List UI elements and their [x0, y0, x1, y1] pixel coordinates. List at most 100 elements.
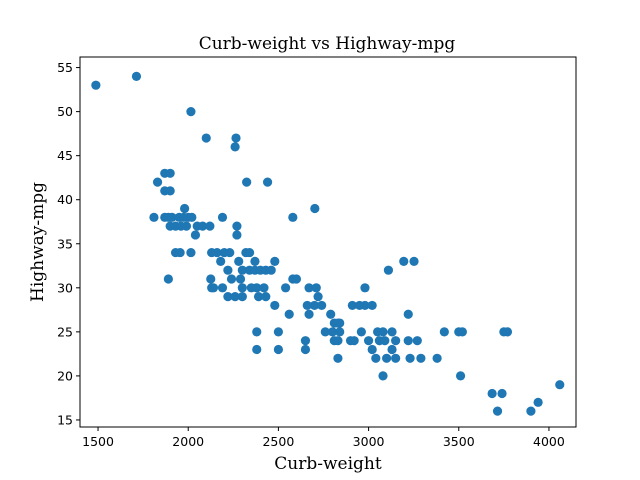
- data-point: [310, 203, 320, 214]
- data-point: [391, 353, 401, 363]
- data-point: [242, 177, 252, 187]
- data-point: [223, 265, 233, 275]
- data-point: [416, 353, 426, 363]
- data-point: [304, 283, 314, 293]
- data-point: [250, 256, 260, 266]
- data-point: [367, 300, 377, 311]
- data-point: [270, 256, 280, 266]
- data-point: [230, 142, 240, 152]
- data-point: [378, 327, 388, 337]
- data-point: [201, 133, 211, 143]
- data-point: [327, 327, 338, 337]
- data-point: [302, 300, 312, 311]
- data-point: [405, 353, 415, 363]
- data-point: [175, 247, 185, 258]
- data-point: [131, 71, 142, 81]
- x-tick-label: 3500: [443, 434, 475, 449]
- y-axis: 15 20 25 30 35 40 45 50 55: [57, 60, 80, 427]
- data-point: [300, 344, 311, 355]
- data-point: [226, 274, 237, 284]
- data-point: [300, 336, 311, 346]
- data-point: [382, 353, 392, 363]
- data-point: [320, 327, 330, 337]
- data-point: [311, 283, 321, 293]
- data-point: [266, 265, 276, 275]
- data-point: [380, 336, 390, 346]
- data-point: [391, 336, 401, 346]
- data-point: [187, 212, 197, 222]
- data-point: [284, 309, 294, 319]
- data-point: [180, 203, 190, 214]
- y-tick-label: 20: [57, 368, 73, 383]
- data-point: [232, 230, 242, 240]
- data-point: [237, 265, 247, 275]
- data-point: [217, 283, 228, 293]
- data-point: [281, 283, 291, 293]
- data-point: [231, 133, 241, 143]
- data-point: [273, 344, 283, 355]
- data-point: [163, 274, 173, 284]
- data-point: [252, 283, 262, 293]
- data-point: [363, 336, 374, 346]
- data-point: [181, 221, 192, 231]
- chart-title: Curb-weight vs Highway-mpg: [199, 34, 456, 54]
- data-point: [497, 388, 507, 399]
- data-point: [455, 371, 466, 381]
- y-tick-label: 30: [57, 280, 73, 295]
- data-point: [360, 283, 370, 293]
- data-point: [149, 212, 159, 222]
- x-tick-label: 2000: [172, 434, 204, 449]
- data-point: [399, 256, 409, 266]
- data-point: [152, 177, 163, 187]
- data-point: [165, 186, 175, 196]
- data-point: [356, 327, 366, 337]
- data-point: [237, 292, 247, 302]
- data-point: [304, 309, 314, 319]
- plot-frame: [79, 56, 577, 428]
- data-point: [412, 336, 422, 346]
- data-point: [225, 247, 235, 258]
- data-point: [487, 388, 497, 399]
- data-point: [244, 247, 255, 258]
- x-tick-label: 4000: [533, 434, 565, 449]
- data-point: [403, 336, 413, 346]
- data-point: [367, 344, 377, 355]
- data-point: [217, 212, 228, 222]
- y-tick-label: 50: [57, 104, 73, 119]
- data-point: [387, 327, 397, 337]
- data-point: [259, 283, 269, 293]
- data-point: [492, 406, 503, 416]
- data-point: [326, 309, 336, 319]
- data-point: [237, 283, 247, 293]
- y-tick-label: 45: [57, 148, 73, 163]
- data-point: [261, 292, 271, 302]
- data-point: [333, 318, 343, 328]
- data-point: [273, 327, 283, 337]
- data-point: [313, 292, 323, 302]
- x-tick-label: 3000: [353, 434, 385, 449]
- data-point: [288, 212, 298, 222]
- data-point: [230, 292, 240, 302]
- data-point: [198, 221, 208, 231]
- data-point: [91, 80, 101, 90]
- data-point: [212, 247, 222, 258]
- data-point: [387, 344, 397, 355]
- data-point: [252, 344, 262, 355]
- data-point: [432, 353, 442, 363]
- data-point: [207, 283, 217, 293]
- data-point: [335, 327, 345, 337]
- data-point: [190, 230, 201, 240]
- points-layer: [91, 71, 565, 416]
- x-axis-label: Curb-weight: [274, 454, 382, 474]
- data-point: [270, 300, 280, 311]
- data-point: [252, 327, 262, 337]
- x-axis: 1500 2000 2500 3000 3500 4000: [82, 427, 565, 449]
- x-tick-label: 2500: [262, 434, 294, 449]
- data-point: [165, 168, 175, 178]
- data-point: [167, 212, 177, 222]
- data-point: [291, 274, 302, 284]
- data-point: [439, 327, 449, 337]
- x-tick-label: 1500: [82, 434, 114, 449]
- data-point: [347, 300, 357, 311]
